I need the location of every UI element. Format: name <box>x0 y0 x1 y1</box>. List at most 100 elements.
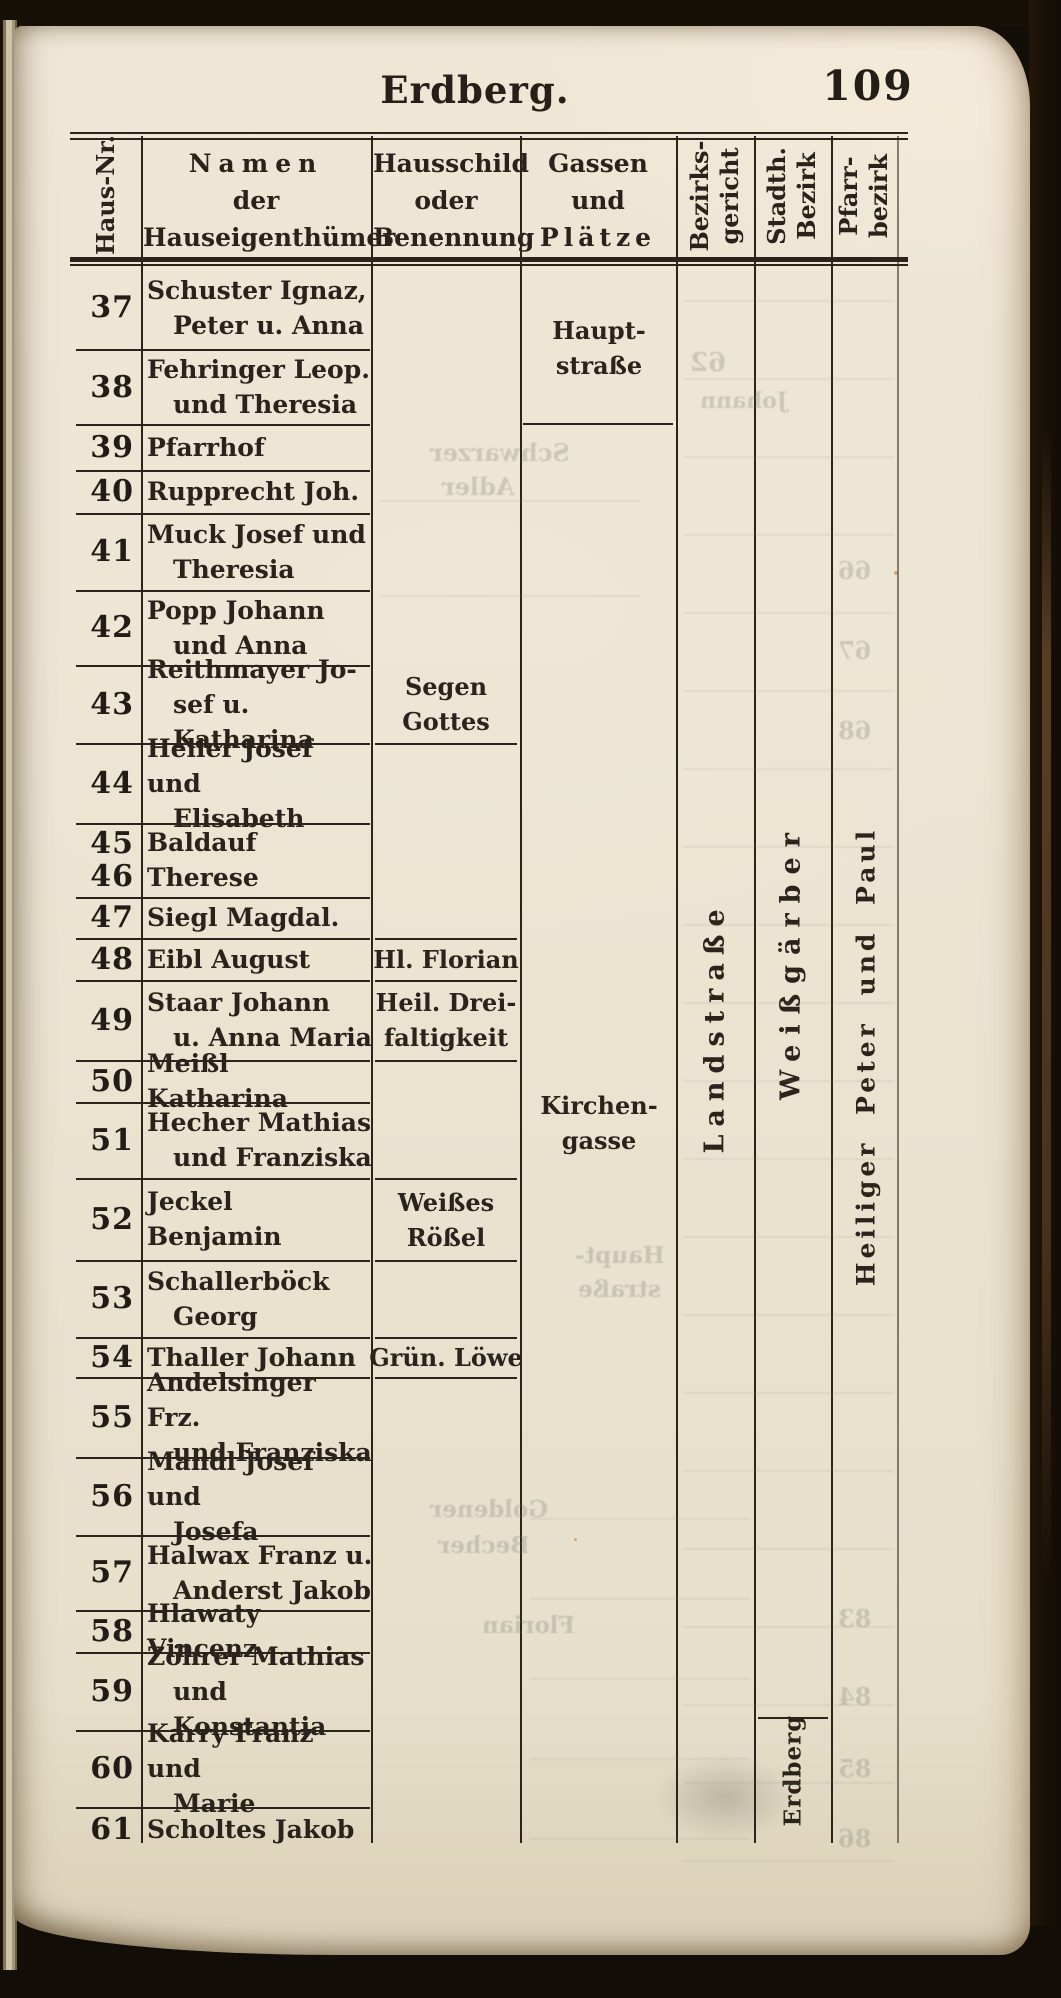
bleed-through-text: Adler <box>442 472 515 501</box>
bleed-through-line <box>380 595 640 597</box>
row-divider <box>375 1337 517 1340</box>
owner-name: Andelsinger Frz. und Franziska <box>147 1367 372 1467</box>
column-divider <box>754 136 757 1843</box>
row-divider <box>76 513 370 516</box>
row-divider <box>76 665 370 668</box>
bleed-through-line <box>684 534 894 536</box>
column-divider <box>897 136 900 1843</box>
hausschild-line: Grün. Löwe <box>369 1342 523 1372</box>
bleed-through-text: Becher <box>438 1532 530 1559</box>
column-header-label: und <box>571 185 625 215</box>
row-divider <box>76 590 370 593</box>
row-number: 47 <box>90 900 134 935</box>
row-number: 39 <box>90 430 134 465</box>
owner-name: Halwax Franz u. Anderst Jakob <box>147 1540 373 1605</box>
paper-speck <box>394 1038 398 1041</box>
header-bottom-rule-2 <box>70 264 908 266</box>
row-number: 38 <box>90 369 134 405</box>
owner-name: Popp Johann und Anna <box>147 595 325 660</box>
column-header-label: bezirk <box>864 153 893 239</box>
street-line: Kirchen- <box>540 1091 658 1120</box>
header-bottom-rule <box>70 257 908 262</box>
page-number: 109 <box>822 62 914 110</box>
paper-speck <box>894 571 898 575</box>
bleed-through-line <box>530 1838 750 1840</box>
bleed-through-text: 67 <box>838 636 872 665</box>
bleed-through-line <box>684 1080 894 1082</box>
row-divider <box>76 743 370 746</box>
owner-name: Zöhrer Mathias und Konstantia <box>147 1641 365 1741</box>
bleed-through-text: 66 <box>838 556 872 585</box>
bleed-through-line <box>684 1860 894 1862</box>
bleed-through-text: Haupt- <box>575 1242 665 1269</box>
owner-name: Mandl Josef und Josefa <box>147 1446 314 1546</box>
column-header-label: Pfarr- <box>834 156 863 236</box>
column-divider <box>371 136 374 1843</box>
bleed-through-line <box>380 500 640 502</box>
owner-name: Baldauf Therese <box>147 828 259 892</box>
column-divider <box>831 136 834 1843</box>
row-number: 58 <box>90 1613 134 1649</box>
column-header-label: Bezirk <box>792 152 821 240</box>
column-header-label: Namen <box>188 148 324 178</box>
hausschild-entry: Grün. Löwe <box>361 1339 531 1375</box>
row-divider <box>375 1260 517 1263</box>
hausschild-entry: Segen Gottes <box>371 664 521 744</box>
hausschild-line: Segen <box>404 672 488 701</box>
row-divider <box>76 424 370 427</box>
bleed-through-line <box>684 1782 894 1784</box>
row-number: 61 <box>90 1812 134 1847</box>
owner-name: Fehringer Leop. und Theresia <box>147 355 370 419</box>
hausschild-line: Hl. Florian <box>373 944 519 974</box>
bleed-through-line <box>530 1678 750 1680</box>
bleed-through-line <box>684 612 894 614</box>
column-header-gassen: Gassen und Plätze <box>522 143 674 257</box>
row-divider <box>76 349 370 352</box>
column-header-label: oder <box>414 185 478 215</box>
bleed-through-line <box>684 690 894 692</box>
stadth-bezirk-value: Weißgärber <box>775 823 807 1100</box>
bleed-through-line <box>684 378 894 380</box>
hausschild-line: Heil. Drei- <box>375 988 517 1017</box>
column-header-namen: Namen der Hauseigenthümer <box>143 143 396 257</box>
row-divider <box>76 1337 370 1340</box>
bleed-through-line <box>684 1704 894 1706</box>
column-header-label: Hauseigenthümer <box>143 222 396 252</box>
row-divider <box>76 470 370 473</box>
hausschild-line: Weißes <box>397 1188 495 1217</box>
row-number: 54 <box>90 1339 134 1375</box>
row-number: 60 <box>90 1751 134 1786</box>
row-divider <box>76 1807 370 1810</box>
table-top-rule <box>70 132 908 135</box>
column-header-label: Stadth. <box>762 147 791 245</box>
row-divider <box>375 980 517 983</box>
bezirksgericht-value: Landstraße <box>699 901 731 1154</box>
column-header-label: Haus-Nr. <box>91 135 120 255</box>
column-header-label: Plätze <box>539 222 657 252</box>
bleed-through-text: 86 <box>838 1824 872 1853</box>
row-number: 43 <box>90 686 134 722</box>
street-line: gasse <box>561 1126 637 1155</box>
owner-name: Eibl August <box>147 944 311 974</box>
row-divider <box>76 1060 370 1063</box>
row-divider <box>375 938 517 941</box>
street-entry: Kirchen- gasse <box>522 1082 676 1164</box>
row-divider <box>375 1178 517 1181</box>
owner-name: Reithmayer Jo-sef u. Katharina <box>147 654 357 754</box>
bleed-through-text: Florian <box>482 1612 575 1639</box>
bleed-through-line <box>684 1392 894 1394</box>
owner-name: Thaller Johann <box>147 1342 356 1372</box>
row-number: 45 46 <box>90 826 134 894</box>
column-header-label: Hausschild <box>373 148 530 178</box>
bleed-through-line <box>684 1236 894 1238</box>
row-divider <box>76 1610 370 1613</box>
row-number: 48 <box>90 941 134 977</box>
column-header-label: Gassen <box>548 148 648 178</box>
bleed-through-text: 84 <box>838 1682 872 1711</box>
row-number: 56 <box>90 1478 134 1514</box>
column-header-label: gericht <box>715 147 744 245</box>
hausschild-line: Rößel <box>406 1223 486 1252</box>
owner-name: Jeckel Benjamin <box>147 1187 282 1251</box>
owner-name: Schuster Ignaz, Peter u. Anna <box>147 275 367 340</box>
